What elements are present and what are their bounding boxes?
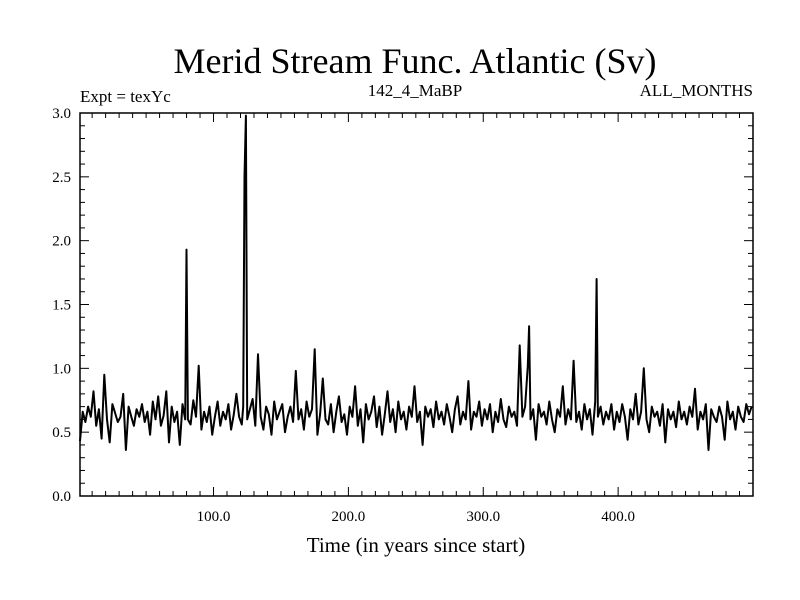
chart-subtitle-right: ALL_MONTHS xyxy=(640,81,753,100)
y-tick-label: 3.0 xyxy=(52,106,71,122)
y-tick-label: 1.5 xyxy=(52,298,71,314)
x-tick-label: 400.0 xyxy=(601,509,635,525)
x-tick-label: 200.0 xyxy=(332,509,366,525)
y-tick-label: 0.0 xyxy=(52,489,71,505)
chart-subtitle-left: Expt = texYc xyxy=(80,87,171,106)
y-tick-label: 1.0 xyxy=(52,361,71,377)
y-tick-label: 2.5 xyxy=(52,170,71,186)
x-axis-label: Time (in years since start) xyxy=(307,533,526,557)
plot-frame xyxy=(79,112,754,497)
chart-title: Merid Stream Func. Atlantic (Sv) xyxy=(174,41,657,81)
y-tick-label: 0.5 xyxy=(52,425,71,441)
x-tick-label: 100.0 xyxy=(197,509,231,525)
y-tick-label: 2.0 xyxy=(52,234,71,250)
series-line xyxy=(79,114,753,451)
chart-subtitle-center: 142_4_MaBP xyxy=(368,81,462,100)
tick-labels: 100.0 200.0 300.0 400.0 0.0 0.5 1.0 1.5 2.0 2.5 3.… xyxy=(52,106,635,525)
axis-ticks xyxy=(80,113,753,496)
x-tick-label: 300.0 xyxy=(466,509,500,525)
